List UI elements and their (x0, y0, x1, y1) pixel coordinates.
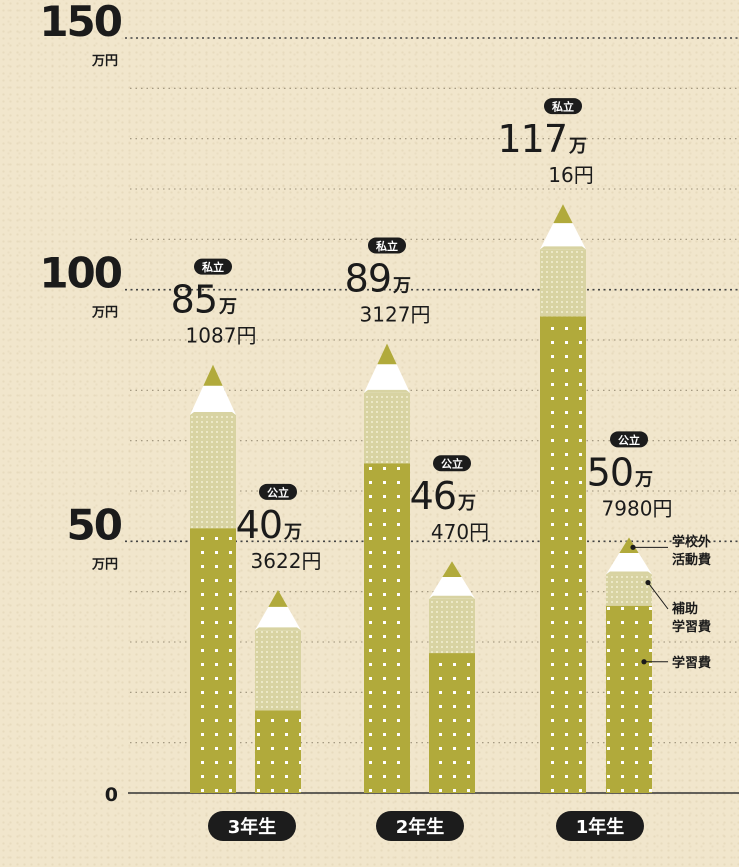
y-tick-unit: 万円 (91, 306, 118, 321)
total-unit-label: 万 (392, 275, 411, 296)
bar-segment-gakushuhi (190, 528, 236, 793)
total-unit-label: 万 (634, 469, 653, 490)
total-main-label: 40 (236, 503, 282, 547)
category-labels-layer: 3年生 2年生 1年生 (208, 811, 644, 841)
bar-segment-gakushuhi (606, 605, 652, 793)
category-pill (376, 811, 464, 841)
y-tick-label: 150 (39, 0, 121, 46)
bar-segment-gakushuhi (364, 463, 410, 793)
legend-label: 学校外 (672, 534, 711, 550)
bar-segment-hojo (606, 574, 652, 606)
bar-segment-gakkougai (540, 204, 586, 250)
total-main-label: 46 (410, 474, 456, 518)
type-badge-label: 私立 (376, 239, 398, 253)
y-tick-unit: 万円 (91, 557, 118, 572)
type-badge (610, 431, 648, 448)
total-unit-label: 万 (283, 522, 302, 543)
y-tick-label: 0 (105, 784, 118, 806)
pencil-bar (364, 343, 410, 793)
total-main-label: 89 (345, 256, 391, 300)
legend-label: 活動費 (672, 552, 711, 568)
category-label: 2年生 (396, 816, 445, 838)
pencil-bar (190, 364, 236, 793)
pencil-collar (429, 595, 475, 599)
total-unit-label: 万 (218, 297, 237, 318)
category-pill (208, 811, 296, 841)
type-badge-label: 私立 (552, 100, 574, 114)
total-main-label: 50 (587, 450, 633, 494)
pencil-tip (619, 537, 639, 553)
type-badge (194, 258, 232, 275)
total-sub-label: 7980円 (602, 496, 673, 520)
type-badge (433, 455, 471, 472)
y-tick-unit: 万円 (91, 54, 118, 69)
type-badge-label: 公立 (441, 457, 463, 471)
y-tick-label: 100 (39, 249, 121, 298)
pencil-tip (268, 589, 288, 607)
bar-segment-gakushuhi (429, 653, 475, 793)
pencil-tip (203, 364, 223, 386)
total-sub-label: 3127円 (360, 302, 431, 326)
type-badge (368, 237, 406, 254)
total-sub-label: 470円 (431, 520, 489, 544)
bar-segment-gakkougai (364, 343, 410, 393)
y-tick-label: 50 (67, 500, 122, 549)
pencil-tip (377, 343, 397, 365)
pencil-collar (606, 571, 652, 575)
legend-label: 学習費 (672, 619, 711, 635)
type-badge-label: 公立 (618, 433, 640, 447)
total-sub-label: 3622円 (251, 549, 322, 573)
bars-layer (190, 204, 652, 793)
bar-segment-gakkougai (190, 364, 236, 415)
pencil-collar (540, 246, 586, 250)
total-main-label: 117 (497, 117, 567, 161)
bar-segment-hojo (540, 249, 586, 317)
pencil-bar (606, 537, 652, 793)
pencil-bar (540, 204, 586, 793)
total-unit-label: 万 (457, 493, 476, 514)
total-unit-label: 万 (568, 136, 587, 157)
pencil-collar (190, 411, 236, 415)
bar-segment-gakkougai (255, 589, 301, 631)
bar-segment-hojo (190, 414, 236, 529)
legend-leader (647, 582, 669, 610)
pencil-collar (364, 389, 410, 393)
bar-segment-gakushuhi (255, 710, 301, 793)
pencil-bar (429, 561, 475, 793)
bar-segment-hojo (255, 630, 301, 711)
pencil-tip (553, 204, 573, 224)
pencil-bar (255, 589, 301, 793)
pencil-tip (442, 561, 462, 577)
bar-segment-hojo (429, 598, 475, 654)
legend-label: 補助 (671, 601, 698, 617)
legend-entry: 学習費 (641, 655, 711, 671)
pencil-collar (255, 627, 301, 631)
type-badge-label: 公立 (267, 485, 289, 499)
type-badge-label: 私立 (202, 260, 224, 274)
category-label: 1年生 (576, 816, 625, 838)
bar-segment-gakkougai (429, 561, 475, 599)
category-pill (556, 811, 644, 841)
bar-segment-hojo (364, 392, 410, 464)
total-main-label: 85 (171, 278, 217, 322)
type-badge (259, 483, 297, 500)
legend-label: 学習費 (672, 655, 711, 671)
bar-segment-gakkougai (606, 537, 652, 575)
total-sub-label: 1087円 (186, 324, 257, 348)
category-label: 3年生 (228, 816, 277, 838)
total-sub-label: 16円 (548, 163, 593, 187)
bar-segment-gakushuhi (540, 316, 586, 793)
type-badge (544, 98, 582, 115)
